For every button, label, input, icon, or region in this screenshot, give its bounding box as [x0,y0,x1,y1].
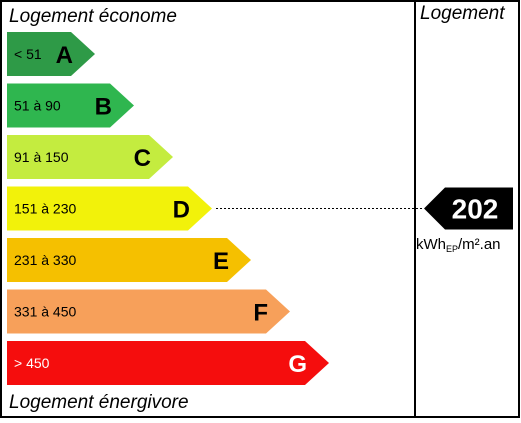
result-value: 202 [452,194,499,225]
energy-class-g: > 450 G [7,341,329,385]
column-label: Logement [420,3,505,24]
class-range-f: 331 à 450 [14,304,76,320]
result-unit: kWhEP/m².an [416,236,520,254]
class-bar-e [7,238,251,282]
energy-class-e: 231 à 330 E [7,238,251,282]
class-range-b: 51 à 90 [14,98,61,114]
class-range-d: 151 à 230 [14,201,76,217]
class-letter-g: G [288,351,307,378]
class-bar-d [7,186,212,231]
unit-main: kWh [416,236,446,253]
result-arrow [424,187,513,230]
energy-class-f: 331 à 450 F [7,289,290,334]
bottom-label: Logement énergivore [9,392,189,413]
class-letter-c: C [134,145,151,172]
class-letter-e: E [213,248,229,275]
top-label: Logement économe [9,6,177,27]
class-bar-a [7,32,95,76]
class-range-e: 231 à 330 [14,252,76,268]
class-letter-d: D [173,197,190,224]
unit-sub: EP [446,244,459,254]
energy-class-d: 151 à 230 D [7,186,212,231]
energy-class-b: 51 à 90 B [7,83,134,128]
energy-class-bars: < 51 A 51 à 90 B 91 à 150 C 151 à 230 D 231 à 33… [7,32,329,385]
class-bar-c [7,135,173,179]
class-bar-f [7,289,290,334]
energy-class-a: < 51 A [7,32,95,76]
class-letter-f: F [253,300,268,327]
class-range-g: > 450 [14,355,50,371]
class-bar-b [7,83,134,128]
class-letter-a: A [56,42,73,69]
unit-tail: /m².an [458,236,501,253]
energy-class-c: 91 à 150 C [7,135,173,179]
class-letter-b: B [95,94,112,121]
class-bar-g [7,341,329,385]
class-range-a: < 51 [14,46,42,62]
class-range-c: 91 à 150 [14,149,69,165]
